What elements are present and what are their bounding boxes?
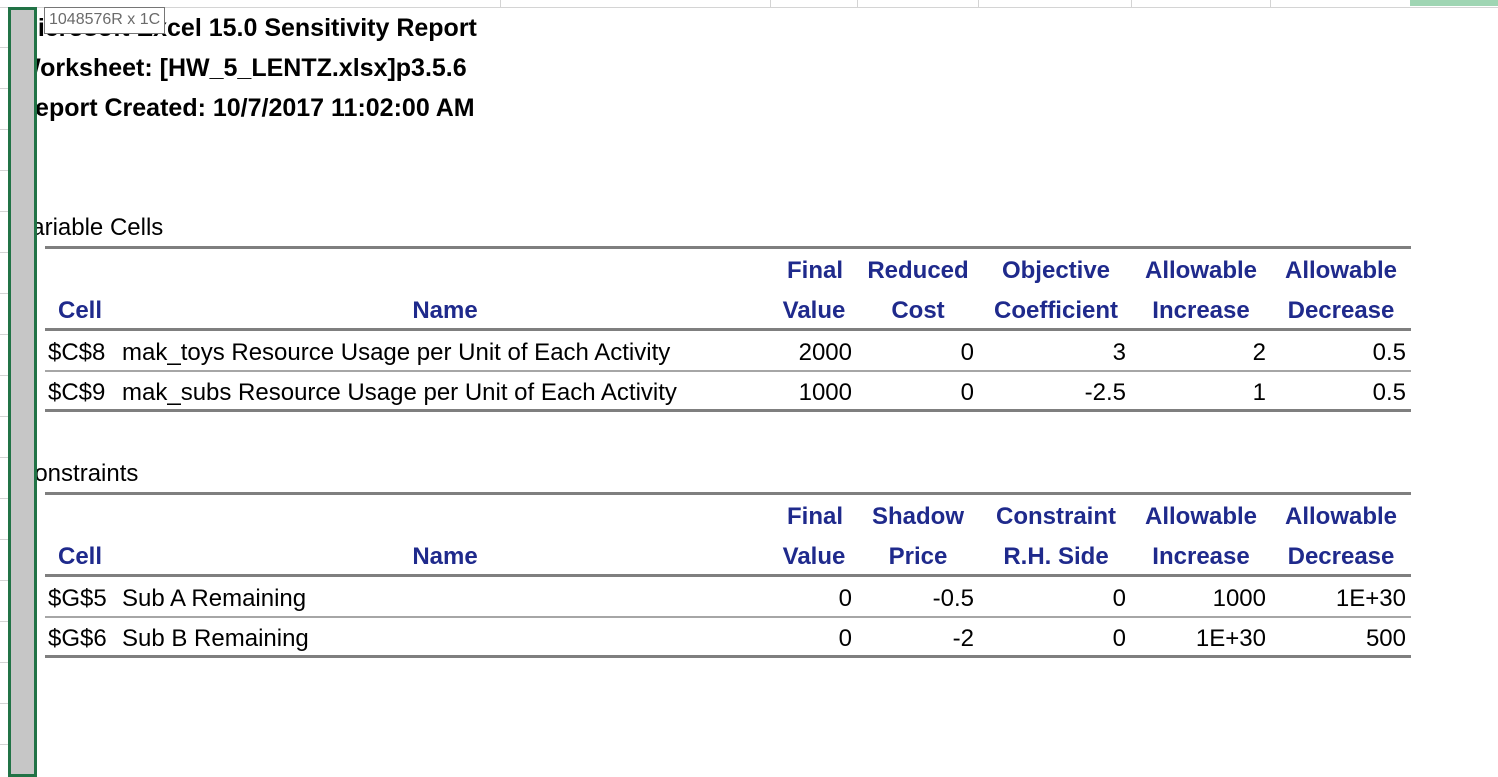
column-divider: [978, 0, 979, 7]
row-divider: [0, 334, 8, 335]
row-cell-ref: $G$5: [48, 585, 107, 612]
header-allowable-increase-top: Allowable: [1144, 503, 1258, 530]
constraints-section-label: Constraints: [17, 460, 139, 487]
row-allowable-decrease: 500: [1365, 625, 1406, 652]
table-bottom-rule: [45, 409, 1411, 412]
header-allowable-decrease-bottom: Decrease: [1287, 543, 1395, 570]
selection-size-tooltip: 1048576R x 1C: [44, 7, 166, 34]
row-final-value: 0: [838, 585, 852, 612]
row-name: Sub A Remaining: [122, 585, 307, 612]
table-top-rule: [45, 246, 1411, 249]
row-divider: [0, 744, 8, 745]
row-divider: [0, 375, 8, 376]
row-divider: [0, 498, 8, 499]
row-divider: [0, 252, 8, 253]
row-shadow-price: -2: [952, 625, 974, 652]
row-allowable-decrease: 0.5: [1372, 379, 1406, 406]
row-divider-rule: [45, 370, 1411, 372]
header-final-top: Final: [786, 257, 843, 284]
row-divider: [0, 47, 8, 48]
row-reduced-cost: 0: [960, 379, 974, 406]
row-allowable-decrease: 0.5: [1372, 339, 1406, 366]
column-header-strip: [0, 0, 1498, 8]
row-objective-coefficient: 3: [1112, 339, 1126, 366]
header-allowable-decrease-top: Allowable: [1284, 503, 1398, 530]
row-name: mak_toys Resource Usage per Unit of Each…: [122, 339, 671, 366]
row-cell-ref: $C$8: [48, 339, 106, 366]
row-allowable-decrease: 1E+30: [1335, 585, 1406, 612]
row-cell-ref: $G$6: [48, 625, 107, 652]
row-divider: [0, 662, 8, 663]
row-divider: [0, 211, 8, 212]
column-divider: [1131, 0, 1132, 7]
row-constraint-rhs: 0: [1112, 625, 1126, 652]
header-constraint-bottom: R.H. Side: [1003, 543, 1109, 570]
report-created: Report Created: 10/7/2017 11:02:00 AM: [17, 94, 475, 122]
row-divider: [0, 293, 8, 294]
table-bottom-rule: [45, 655, 1411, 658]
header-cell: Cell: [57, 543, 102, 570]
row-allowable-increase: 2: [1252, 339, 1266, 366]
column-divider: [857, 0, 858, 7]
header-final-bottom: Value: [782, 297, 846, 324]
selected-column-header-accent: [1410, 0, 1498, 6]
header-cell: Cell: [57, 297, 102, 324]
header-shadow-bottom: Price: [888, 543, 948, 570]
row-constraint-rhs: 0: [1112, 585, 1126, 612]
row-allowable-increase: 1: [1252, 379, 1266, 406]
header-allowable-decrease-top: Allowable: [1284, 257, 1398, 284]
row-objective-coefficient: -2.5: [1084, 379, 1126, 406]
row-reduced-cost: 0: [960, 339, 974, 366]
row-divider: [0, 539, 8, 540]
row-divider: [0, 416, 8, 417]
header-final-top: Final: [786, 503, 843, 530]
table-top-rule: [45, 492, 1411, 495]
row-final-value: 1000: [798, 379, 852, 406]
header-allowable-decrease-bottom: Decrease: [1287, 297, 1395, 324]
header-reduced-bottom: Cost: [891, 297, 945, 324]
row-shadow-price: -0.5: [932, 585, 974, 612]
row-divider: [0, 457, 8, 458]
variable-cells-section-label: Variable Cells: [17, 214, 164, 241]
row-divider-rule: [45, 616, 1411, 618]
row-allowable-increase: 1E+30: [1195, 625, 1266, 652]
row-allowable-increase: 1000: [1212, 585, 1266, 612]
header-allowable-increase-bottom: Increase: [1152, 297, 1250, 324]
row-name: mak_subs Resource Usage per Unit of Each…: [122, 379, 677, 406]
header-name: Name: [412, 297, 478, 324]
header-allowable-increase-top: Allowable: [1144, 257, 1258, 284]
row-final-value: 2000: [798, 339, 852, 366]
row-final-value: 0: [838, 625, 852, 652]
column-divider: [1270, 0, 1271, 7]
row-divider: [0, 88, 8, 89]
row-divider: [0, 170, 8, 171]
row-divider: [0, 703, 8, 704]
header-constraint-top: Constraint: [996, 503, 1116, 530]
selected-column[interactable]: [8, 7, 37, 777]
row-cell-ref: $C$9: [48, 379, 106, 406]
row-divider: [0, 129, 8, 130]
header-allowable-increase-bottom: Increase: [1152, 543, 1250, 570]
header-objective-top: Objective: [1001, 257, 1111, 284]
header-bottom-rule: [45, 574, 1411, 577]
header-objective-bottom: Coefficient: [993, 297, 1118, 324]
header-name: Name: [412, 543, 478, 570]
column-divider: [770, 0, 771, 7]
header-bottom-rule: [45, 328, 1411, 331]
header-reduced-top: Reduced: [867, 257, 969, 284]
row-name: Sub B Remaining: [122, 625, 309, 652]
column-divider: [500, 0, 501, 7]
header-shadow-top: Shadow: [871, 503, 964, 530]
report-worksheet: Worksheet: [HW_5_LENTZ.xlsx]p3.5.6: [17, 54, 467, 82]
header-final-bottom: Value: [782, 543, 846, 570]
row-divider: [0, 580, 8, 581]
row-divider: [0, 621, 8, 622]
